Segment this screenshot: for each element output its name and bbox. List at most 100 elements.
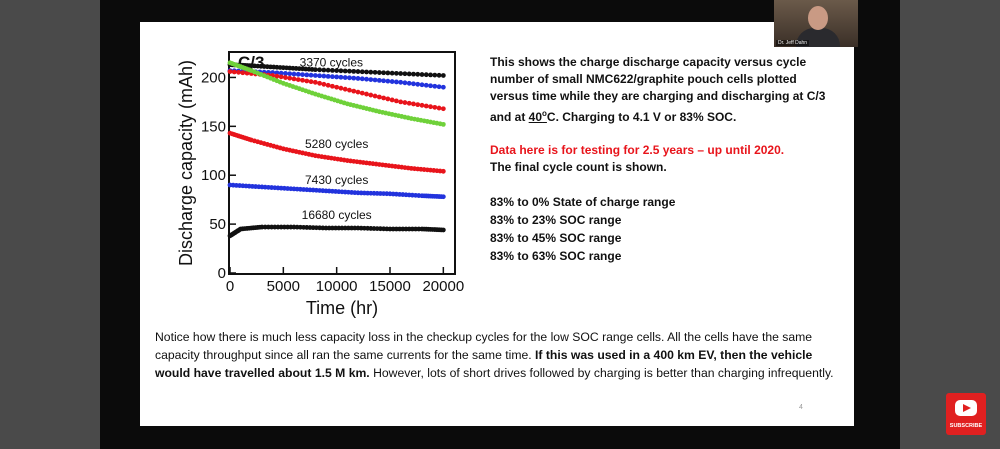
- x-tick-label-1: 5000: [267, 278, 300, 295]
- legend-red: 83% to 23% SOC range: [490, 213, 622, 227]
- point-0-5-6: [423, 72, 429, 78]
- point-2-4-4: [415, 102, 421, 108]
- point-2-4-8: [432, 104, 438, 110]
- point-0-4-3: [368, 69, 374, 75]
- point-0-4-8: [389, 70, 395, 76]
- slide: C/3 Discharge capacity (mAh) Time (hr) 0…: [140, 22, 854, 426]
- point-2-1-9: [308, 79, 314, 85]
- description-text: This shows the charge discharge capacity…: [490, 55, 826, 124]
- point-1-4-6: [423, 82, 429, 88]
- point-1-2-6: [338, 74, 344, 80]
- point-2-3-3: [368, 92, 374, 98]
- point-2-3-6: [381, 95, 386, 101]
- point-0-4-1: [359, 69, 365, 75]
- point-1-3-9: [394, 79, 399, 85]
- point-1-3-1: [359, 76, 365, 82]
- point-2-2-6: [338, 85, 344, 91]
- point-1-4-0: [398, 79, 404, 85]
- point-4-end: [440, 168, 446, 174]
- play-triangle-icon: [963, 404, 971, 412]
- data-note-red: Data here is for testing for 2.5 years –…: [490, 143, 785, 157]
- point-1-2-3: [325, 73, 331, 79]
- point-2-4-7: [428, 104, 433, 110]
- point-1-4-7: [428, 83, 433, 89]
- subscribe-button[interactable]: SUBSCRIBE: [946, 393, 986, 435]
- point-2-4-0: [398, 99, 404, 105]
- plot-frame: [228, 51, 456, 275]
- point-0-3-8: [347, 68, 352, 74]
- point-2-2-9: [351, 88, 357, 94]
- point-2-3-0: [355, 89, 361, 95]
- series-2: [227, 69, 446, 112]
- point-0-4-4: [372, 69, 378, 75]
- point-1-1-5: [291, 71, 297, 77]
- point-1-3-2: [364, 76, 369, 82]
- page-number: 4: [799, 404, 803, 411]
- point-0-4-5: [376, 70, 382, 75]
- point-2-end: [440, 106, 446, 112]
- point-1-1-8: [304, 72, 310, 78]
- x-tick-label-2: 10000: [316, 278, 358, 295]
- y-tick-label-3: 150: [201, 118, 226, 135]
- series-label-6: 16680 cycles: [302, 208, 372, 222]
- point-0-5-1: [402, 71, 408, 77]
- point-1-2-5: [334, 74, 340, 80]
- point-0-3-1: [317, 67, 322, 73]
- point-2-4-3: [411, 101, 416, 107]
- point-1-1-1: [274, 70, 280, 76]
- point-0-3-4: [330, 68, 335, 73]
- point-0-3-7: [342, 68, 348, 74]
- point-1-1-6: [295, 71, 301, 77]
- point-1-2-2: [321, 73, 327, 79]
- point-2-4-1: [402, 100, 408, 105]
- point-1-4-4: [415, 81, 421, 87]
- y-tick-label-1: 50: [209, 216, 226, 233]
- point-0-5-9: [436, 72, 442, 78]
- point-2-1-5: [291, 76, 297, 82]
- point-0-4-7: [385, 70, 391, 76]
- point-0-4-6: [381, 70, 386, 76]
- point-2-0-1: [231, 69, 237, 75]
- point-0-3-5: [334, 68, 340, 73]
- series-3: [227, 60, 446, 127]
- point-2-3-1: [359, 90, 365, 96]
- webcam-overlay: Dr. Jeff Dahn: [774, 0, 858, 47]
- point-1-4-3: [411, 81, 416, 87]
- point-2-2-7: [342, 86, 348, 92]
- series-label-0: 3370 cycles: [300, 56, 363, 70]
- series-label-5: 7430 cycles: [305, 173, 368, 187]
- point-2-1-7: [300, 77, 305, 83]
- point-0-4-2: [364, 69, 369, 75]
- point-2-0-2: [236, 69, 241, 75]
- x-tick-label-0: 0: [226, 278, 234, 295]
- presenter-name: Dr. Jeff Dahn: [776, 40, 810, 46]
- point-2-3-4: [372, 93, 378, 99]
- point-2-3-7: [385, 96, 391, 102]
- point-0-5-3: [411, 71, 416, 77]
- point-1-4-2: [406, 80, 412, 86]
- point-2-0-3: [240, 70, 246, 76]
- x-tick-label-4: 20000: [422, 278, 464, 295]
- point-0-4-0: [355, 69, 361, 74]
- point-0-3-0: [312, 67, 318, 73]
- data-series: [227, 60, 446, 239]
- point-0-3-2: [321, 67, 327, 73]
- point-2-3-9: [394, 98, 399, 104]
- point-2-3-8: [389, 97, 395, 103]
- point-0-end: [440, 73, 446, 78]
- point-6-end: [440, 227, 446, 233]
- point-1-3-0: [355, 76, 361, 81]
- point-2-1-4: [287, 75, 293, 81]
- point-2-4-5: [419, 102, 425, 108]
- point-0-3-9: [351, 68, 357, 74]
- point-1-2-8: [347, 75, 352, 81]
- point-2-0-0: [227, 69, 233, 74]
- point-1-4-1: [402, 80, 408, 86]
- point-0-5-4: [415, 71, 421, 77]
- axis-ticks: 0 5000 10000 15000 20000 0 50 100 150 200: [201, 69, 464, 295]
- point-1-1-7: [300, 72, 305, 78]
- y-tick-label-4: 200: [201, 69, 226, 86]
- slide-description: This shows the charge discharge capacity…: [490, 54, 830, 265]
- presenter-head: [808, 6, 828, 30]
- point-1-4-8: [432, 83, 438, 89]
